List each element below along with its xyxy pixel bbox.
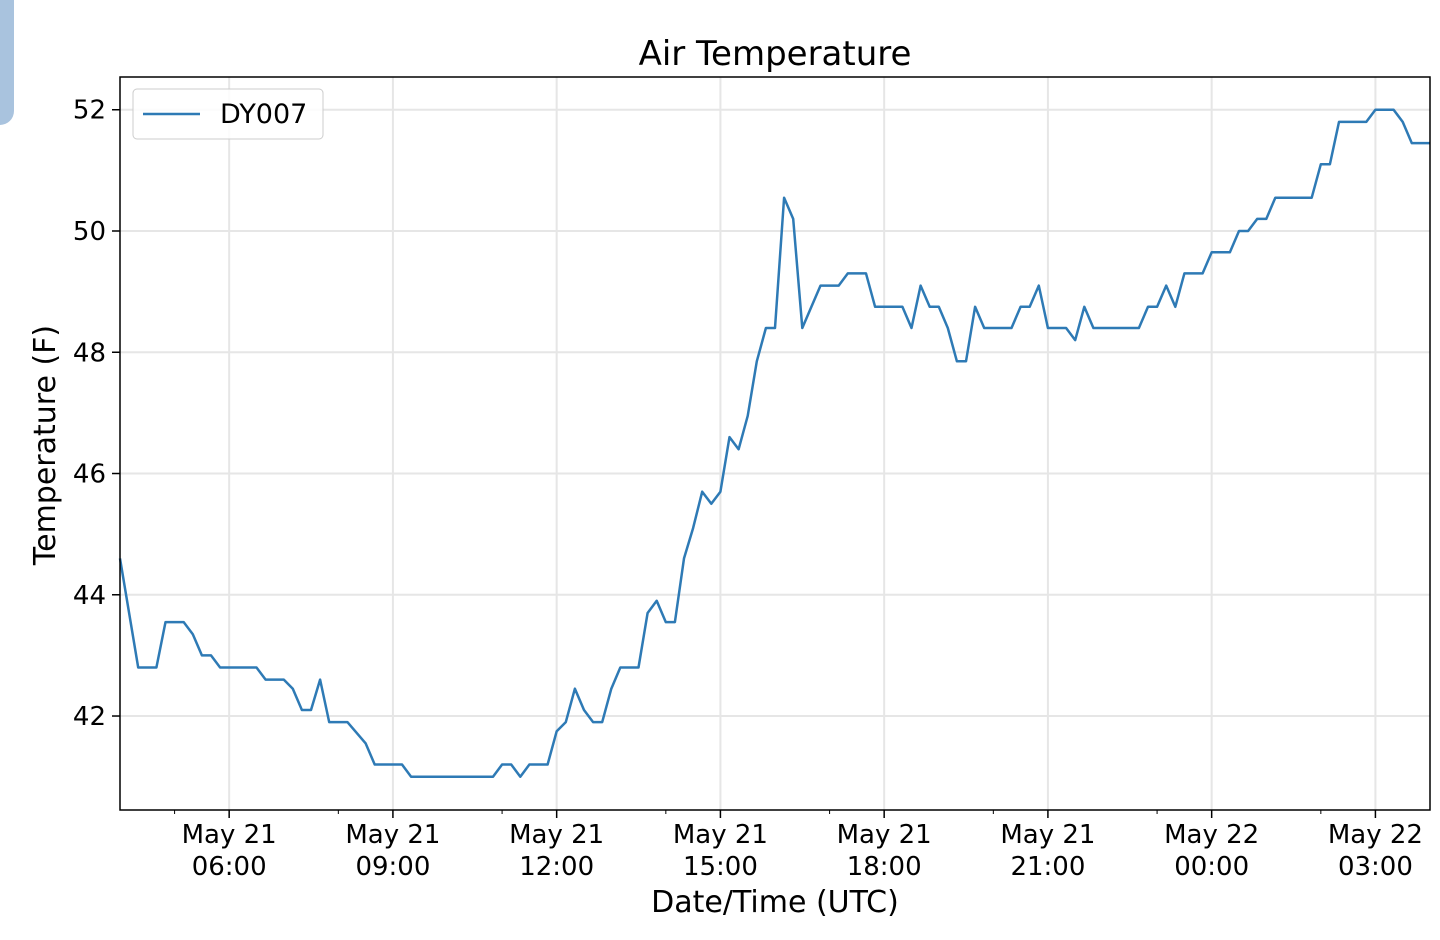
y-tick-label: 50 — [73, 217, 106, 247]
window-edge-decoration — [0, 0, 14, 125]
y-tick-label: 46 — [73, 460, 106, 490]
x-tick-label-time: 09:00 — [355, 852, 430, 882]
x-tick-label-time: 12:00 — [519, 852, 594, 882]
y-tick-label: 48 — [73, 338, 106, 368]
y-tick-label: 44 — [73, 581, 106, 611]
x-tick-label-date: May 21 — [837, 820, 932, 850]
chart-title: Air Temperature — [639, 34, 912, 74]
x-tick-label-time: 03:00 — [1338, 852, 1413, 882]
x-tick-label-date: May 21 — [673, 820, 768, 850]
y-tick-label: 42 — [73, 702, 106, 732]
legend-label: DY007 — [220, 99, 307, 130]
x-tick-label-time: 15:00 — [683, 852, 758, 882]
series-layer — [118, 108, 1430, 778]
legend-box — [132, 88, 324, 140]
x-tick-label-time: 00:00 — [1174, 852, 1249, 882]
plot-frame — [119, 76, 1431, 811]
legend: DY007 — [132, 88, 324, 140]
x-tick-label-date: May 21 — [509, 820, 604, 850]
x-tick-label-time: 21:00 — [1010, 852, 1085, 882]
x-tick-label-date: May 22 — [1328, 820, 1423, 850]
y-axis: 42 44 46 48 50 52 — [73, 96, 120, 732]
x-axis-label: Date/Time (UTC) — [651, 885, 899, 920]
x-tick-label-date: May 21 — [345, 820, 440, 850]
x-tick-label-time: 06:00 — [192, 852, 267, 882]
series-line-dy007 — [118, 108, 1430, 778]
x-tick-label-date: May 21 — [1000, 820, 1095, 850]
grid — [120, 77, 1430, 810]
x-tick-label-time: 18:00 — [847, 852, 922, 882]
x-tick-label-date: May 21 — [182, 820, 277, 850]
x-tick-label-date: May 22 — [1164, 820, 1259, 850]
y-axis-label: Temperature (F) — [28, 325, 63, 566]
y-tick-label: 52 — [73, 96, 106, 126]
